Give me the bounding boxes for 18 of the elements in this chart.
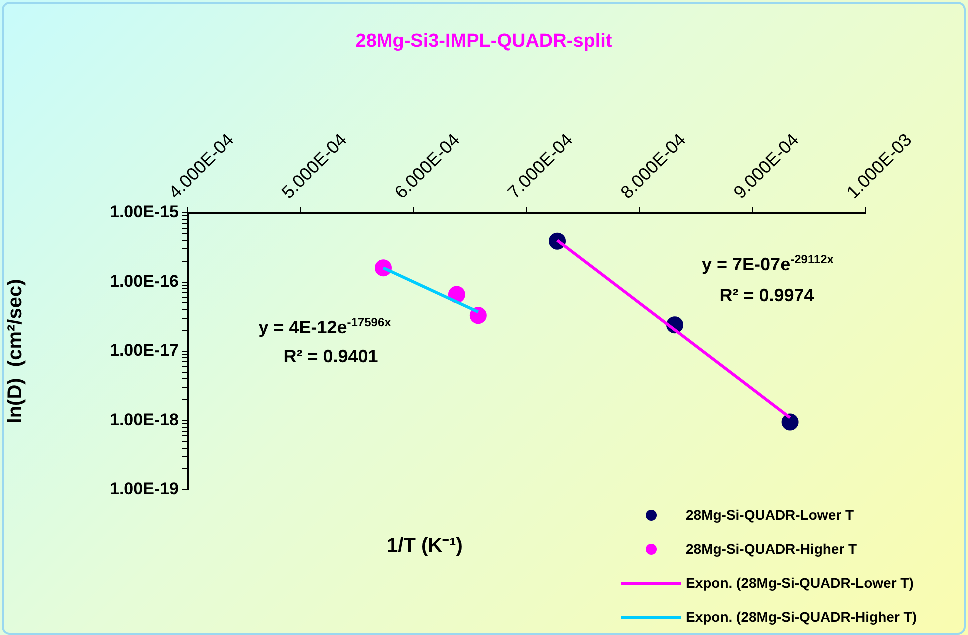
legend-label: 28Mg-Si-QUADR-Lower T: [686, 507, 854, 523]
point: [782, 414, 799, 431]
legend-label: 28Mg-Si-QUADR-Higher T: [686, 541, 858, 557]
y-tick-label: 1.00E-19: [110, 480, 179, 499]
point: [470, 307, 487, 324]
y-axis-title: ln(D) (cm²/sec): [4, 279, 27, 424]
legend-label: Expon. (28Mg-Si-QUADR-Lower T): [686, 575, 914, 591]
annotation: y = 4E-12e$^{-17596x}$: [258, 316, 392, 338]
x-axis-title: 1/T (K⁻¹): [386, 534, 464, 558]
y-tick-label: 1.00E-15: [110, 202, 179, 222]
annotation: y = 7E-07e$^{-29112x}$: [702, 252, 834, 276]
legend-label: Expon. (28Mg-Si-QUADR-Higher T): [686, 609, 917, 625]
y-tick-label: 1.00E-16: [110, 272, 179, 291]
chart-title: 28Mg-Si3-IMPL-QUADR-split: [354, 31, 614, 53]
y-tick-label: 1.00E-18: [110, 410, 179, 430]
annotation: R² = 0.9401: [284, 346, 378, 368]
annotation: R² = 0.9974: [720, 286, 814, 306]
y-tick-label: 1.00E-17: [110, 341, 179, 360]
